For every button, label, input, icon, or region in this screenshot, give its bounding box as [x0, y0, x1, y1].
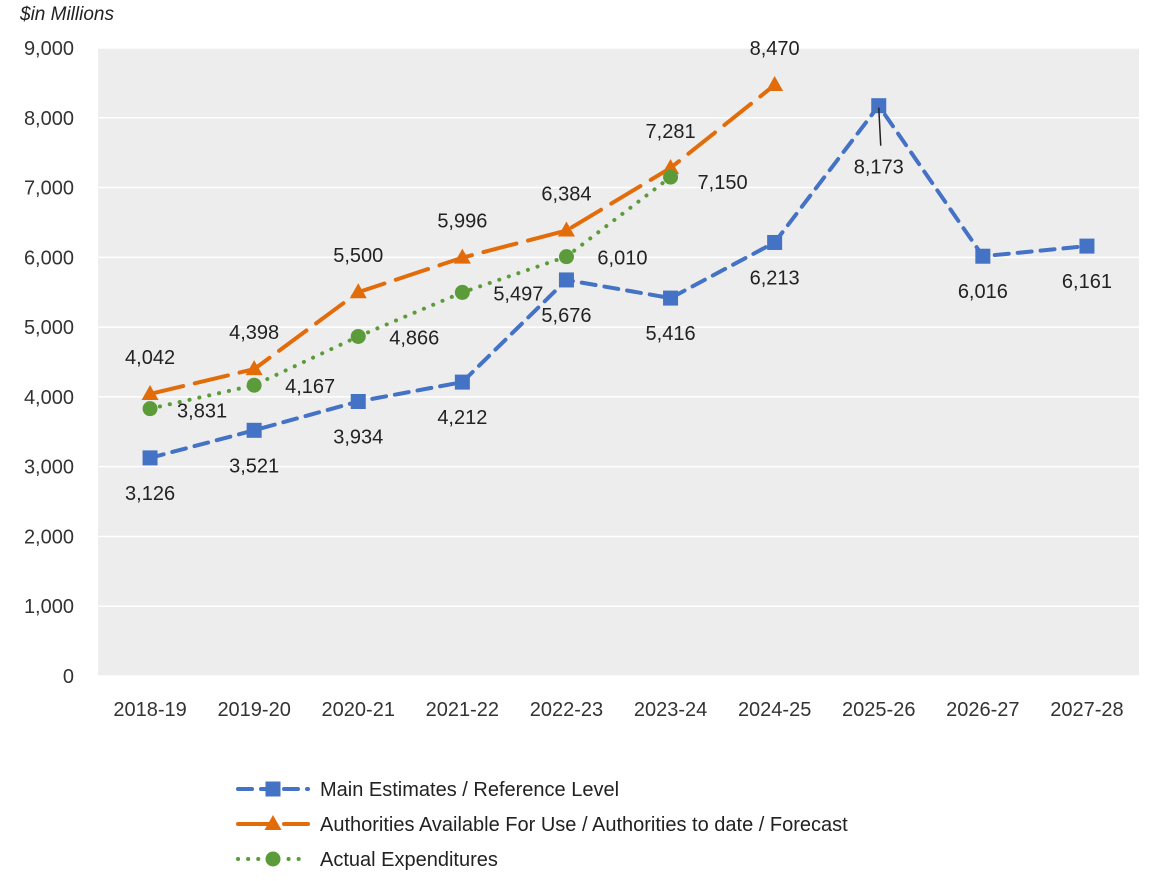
triangle-marker: [662, 158, 680, 174]
circle-marker: [663, 169, 679, 185]
legend-item: Authorities Available For Use / Authorit…: [236, 814, 848, 836]
circle-marker: [350, 328, 366, 344]
data-label: 8,470: [750, 38, 800, 60]
legend-item: Actual Expenditures: [236, 849, 498, 871]
square-marker: [1079, 238, 1095, 254]
data-label: 3,126: [125, 483, 175, 505]
legend-item: Main Estimates / Reference Level: [236, 779, 619, 801]
x-tick-label: 2022-23: [530, 699, 603, 721]
data-label: 6,384: [541, 184, 591, 206]
x-tick-label: 2026-27: [946, 699, 1019, 721]
triangle-marker: [453, 248, 471, 264]
x-tick-label: 2027-28: [1050, 699, 1123, 721]
legend: Main Estimates / Reference Level Authorit…: [236, 779, 848, 871]
x-axis: 2018-19 2019-20 2020-21 2021-22 2022-23 2023-…: [113, 699, 1123, 721]
series-circle: [142, 169, 679, 417]
y-tick-label: 2,000: [24, 526, 74, 548]
y-tick-label: 4,000: [24, 387, 74, 409]
square-marker: [767, 234, 783, 250]
triangle-marker: [264, 815, 282, 830]
data-label: 3,521: [229, 455, 279, 477]
square-marker: [142, 450, 158, 466]
y-tick-label: 6,000: [24, 247, 74, 269]
square-marker: [265, 781, 281, 797]
circle-marker: [246, 377, 262, 393]
triangle-marker: [557, 221, 575, 237]
series-line: [148, 102, 1089, 460]
data-labels: 3,126 3,521 3,934 4,212 5,676 5,416 6,213 8,173…: [125, 38, 1112, 505]
circle-marker: [142, 401, 158, 417]
square-marker: [350, 393, 366, 409]
x-tick-label: 2018-19: [113, 699, 186, 721]
y-tick-label: 5,000: [24, 317, 74, 339]
x-tick-label: 2025-26: [842, 699, 915, 721]
triangle-marker: [245, 360, 263, 376]
series-line: [148, 175, 673, 411]
y-tick-label: 7,000: [24, 178, 74, 200]
data-label: 3,831: [177, 401, 227, 423]
data-label: 4,212: [437, 407, 487, 429]
data-label: 5,500: [333, 245, 383, 267]
y-tick-label: 9,000: [24, 38, 74, 60]
data-label: 8,173: [854, 157, 904, 179]
x-tick-label: 2019-20: [217, 699, 290, 721]
data-label: 5,676: [541, 305, 591, 327]
data-label: 7,150: [698, 172, 748, 194]
triangle-marker: [141, 384, 159, 400]
plot-area: [98, 48, 1139, 676]
triangle-marker: [349, 283, 367, 299]
data-label: 5,416: [646, 323, 696, 345]
data-label: 4,866: [389, 327, 439, 349]
data-label: 6,161: [1062, 271, 1112, 293]
series-square: [142, 98, 1095, 466]
data-label: 4,167: [285, 376, 335, 398]
series-group: [141, 75, 1095, 466]
circle-marker: [454, 284, 470, 300]
square-marker: [454, 374, 470, 390]
y-tick-label: 3,000: [24, 457, 74, 479]
triangle-marker: [766, 75, 784, 91]
data-label: 6,016: [958, 281, 1008, 303]
data-label: 4,042: [125, 347, 175, 369]
data-label: 5,996: [437, 211, 487, 233]
y-axis: 0 1,000 2,000 3,000 4,000 5,000 6,000 7,000 8,00…: [24, 38, 74, 688]
circle-marker: [265, 851, 281, 867]
label-leader-line: [878, 107, 882, 146]
y-tick-label: 8,000: [24, 108, 74, 130]
square-marker: [975, 248, 991, 264]
square-marker: [246, 422, 262, 438]
gridlines: [98, 47, 1139, 677]
x-tick-label: 2020-21: [322, 699, 395, 721]
y-tick-label: 1,000: [24, 596, 74, 618]
data-label: 7,281: [646, 121, 696, 143]
series-triangle: [141, 75, 784, 400]
x-tick-label: 2024-25: [738, 699, 811, 721]
square-marker: [558, 272, 574, 288]
circle-marker: [558, 249, 574, 265]
data-label: 4,398: [229, 322, 279, 344]
legend-label: Actual Expenditures: [320, 849, 498, 871]
square-marker: [871, 98, 887, 114]
data-label: 6,213: [750, 267, 800, 289]
y-tick-label: 0: [63, 666, 74, 688]
data-label: 3,934: [333, 426, 383, 448]
unit-label: $in Millions: [19, 4, 114, 25]
legend-label: Authorities Available For Use / Authorit…: [320, 814, 848, 836]
square-marker: [663, 290, 679, 306]
data-label: 6,010: [597, 248, 647, 270]
x-tick-label: 2023-24: [634, 699, 707, 721]
x-tick-label: 2021-22: [426, 699, 499, 721]
legend-label: Main Estimates / Reference Level: [320, 779, 619, 801]
data-label: 5,497: [493, 283, 543, 305]
